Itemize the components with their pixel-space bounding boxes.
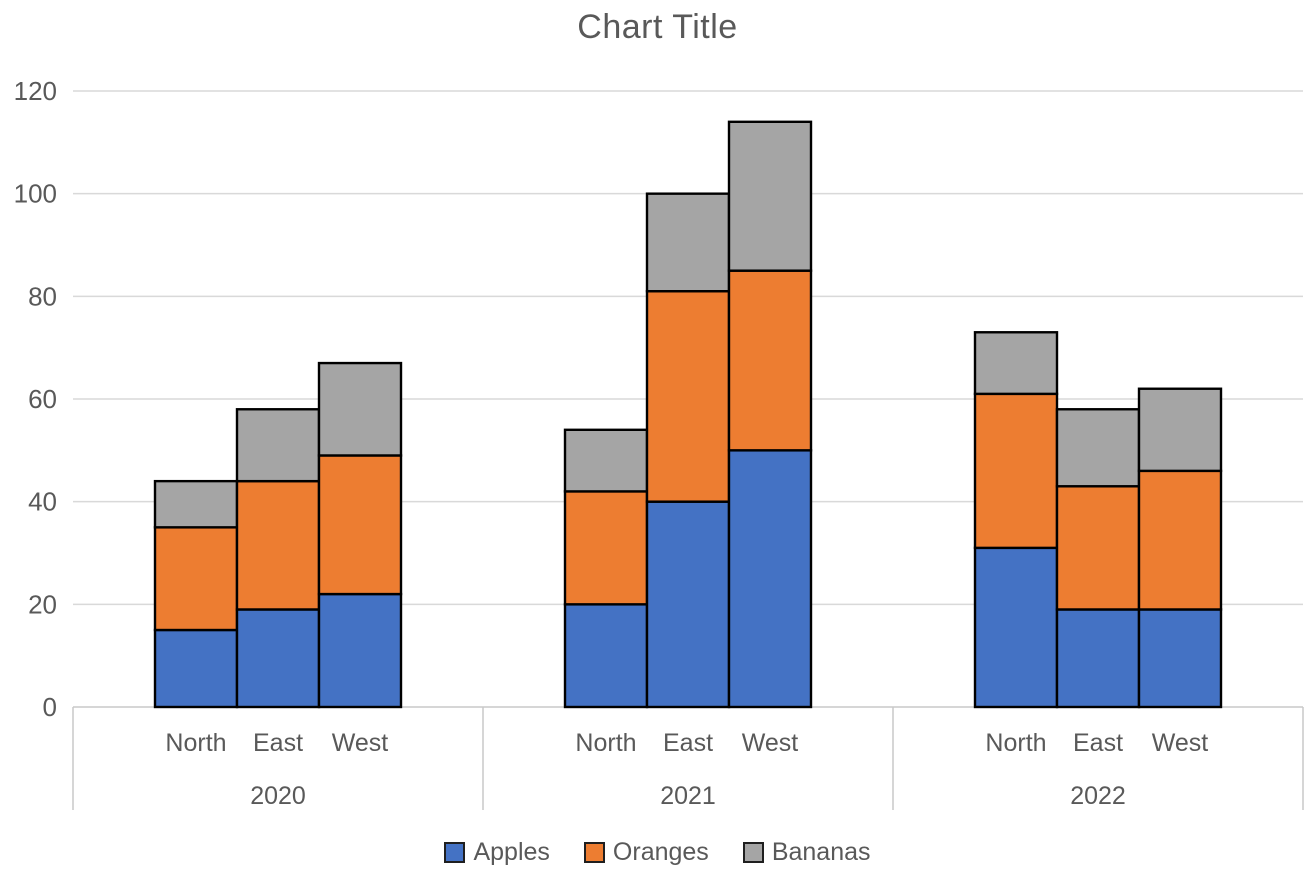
- bar-segment-apples-2021-east: [645, 500, 731, 709]
- x-category-label: East: [253, 729, 303, 757]
- x-group-label: 2020: [250, 782, 306, 810]
- bar-segment-apples-2022-west: [1137, 608, 1223, 709]
- y-tick-label: 60: [28, 384, 57, 414]
- bar-segment-apples-2020-west: [317, 592, 403, 709]
- bar-segment-bananas-2021-west: [727, 120, 813, 272]
- x-category-label: North: [165, 729, 226, 757]
- bar-segment-bananas-2020-north: [153, 479, 239, 529]
- bar-segment-bananas-2020-east: [235, 408, 321, 483]
- bar-segment-apples-2021-north: [563, 603, 649, 709]
- x-category-label: North: [985, 729, 1046, 757]
- bar-segment-bananas-2022-west: [1137, 387, 1223, 473]
- bar-segment-apples-2020-east: [235, 608, 321, 709]
- legend-label: Apples: [473, 838, 550, 866]
- legend: Apples Oranges Bananas: [0, 838, 1315, 867]
- y-tick-label: 0: [43, 692, 57, 722]
- bar-segment-oranges-2022-north: [973, 392, 1059, 550]
- y-tick-label: 120: [14, 76, 57, 106]
- chart-title: Chart Title: [577, 8, 738, 46]
- bar-segment-bananas-2022-north: [973, 331, 1059, 396]
- bar-segment-oranges-2021-east: [645, 290, 731, 503]
- x-category-label: East: [1073, 729, 1123, 757]
- x-group-label: 2022: [1070, 782, 1126, 810]
- bar-segment-apples-2021-west: [727, 449, 813, 709]
- y-tick-label: 40: [28, 487, 57, 517]
- legend-label: Oranges: [612, 838, 709, 866]
- y-tick-label: 20: [28, 589, 57, 619]
- bar-segment-oranges-2021-west: [727, 269, 813, 452]
- bar-segment-apples-2022-north: [973, 546, 1059, 709]
- legend-item-oranges: Oranges: [583, 838, 709, 867]
- bar-segment-oranges-2020-west: [317, 454, 403, 596]
- x-category-label: East: [663, 729, 713, 757]
- bar-segment-oranges-2022-east: [1055, 485, 1141, 611]
- y-tick-label: 100: [14, 179, 57, 209]
- bar-segment-oranges-2020-north: [153, 526, 239, 632]
- legend-item-apples: Apples: [444, 838, 550, 867]
- x-group-label: 2021: [660, 782, 716, 810]
- legend-item-bananas: Bananas: [742, 838, 871, 867]
- x-category-label: North: [575, 729, 636, 757]
- x-category-label: West: [1152, 729, 1209, 757]
- bar-segment-bananas-2022-east: [1055, 408, 1141, 488]
- bar-segment-apples-2022-east: [1055, 608, 1141, 709]
- bar-segment-bananas-2020-west: [317, 361, 403, 457]
- legend-label: Bananas: [771, 838, 871, 866]
- y-tick-label: 80: [28, 281, 57, 311]
- x-category-label: West: [742, 729, 799, 757]
- bar-segment-bananas-2021-north: [563, 428, 649, 493]
- legend-swatch-apples: [444, 842, 466, 863]
- bar-segment-apples-2020-north: [153, 628, 239, 709]
- bar-segment-oranges-2022-west: [1137, 469, 1223, 611]
- x-category-label: West: [332, 729, 389, 757]
- legend-swatch-bananas: [742, 842, 764, 863]
- legend-swatch-oranges: [583, 842, 605, 863]
- bar-segment-oranges-2020-east: [235, 479, 321, 611]
- bar-segment-oranges-2021-north: [563, 490, 649, 606]
- bar-segment-bananas-2021-east: [645, 192, 731, 293]
